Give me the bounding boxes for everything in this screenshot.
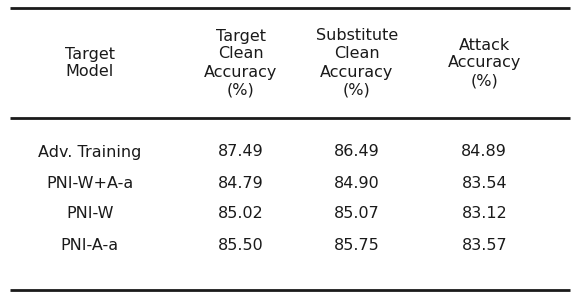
Text: 85.75: 85.75 <box>334 238 379 252</box>
Text: 85.07: 85.07 <box>334 207 379 221</box>
Text: 85.02: 85.02 <box>218 207 263 221</box>
Text: Target
Model: Target Model <box>65 46 115 80</box>
Text: Target
Clean
Accuracy
(%): Target Clean Accuracy (%) <box>204 29 277 97</box>
Text: 83.12: 83.12 <box>462 207 507 221</box>
Text: Adv. Training: Adv. Training <box>38 145 142 159</box>
Text: PNI-A-a: PNI-A-a <box>61 238 119 252</box>
Text: Substitute
Clean
Accuracy
(%): Substitute Clean Accuracy (%) <box>316 29 398 97</box>
Text: 84.79: 84.79 <box>218 176 263 190</box>
Text: Attack
Accuracy
(%): Attack Accuracy (%) <box>448 38 521 89</box>
Text: 84.89: 84.89 <box>461 145 508 159</box>
Text: PNI-W+A-a: PNI-W+A-a <box>46 176 133 190</box>
Text: 87.49: 87.49 <box>218 145 263 159</box>
Text: 84.90: 84.90 <box>334 176 379 190</box>
Text: PNI-W: PNI-W <box>66 207 114 221</box>
Text: 85.50: 85.50 <box>218 238 263 252</box>
Text: 83.54: 83.54 <box>462 176 507 190</box>
Text: 86.49: 86.49 <box>334 145 379 159</box>
Text: 83.57: 83.57 <box>462 238 507 252</box>
